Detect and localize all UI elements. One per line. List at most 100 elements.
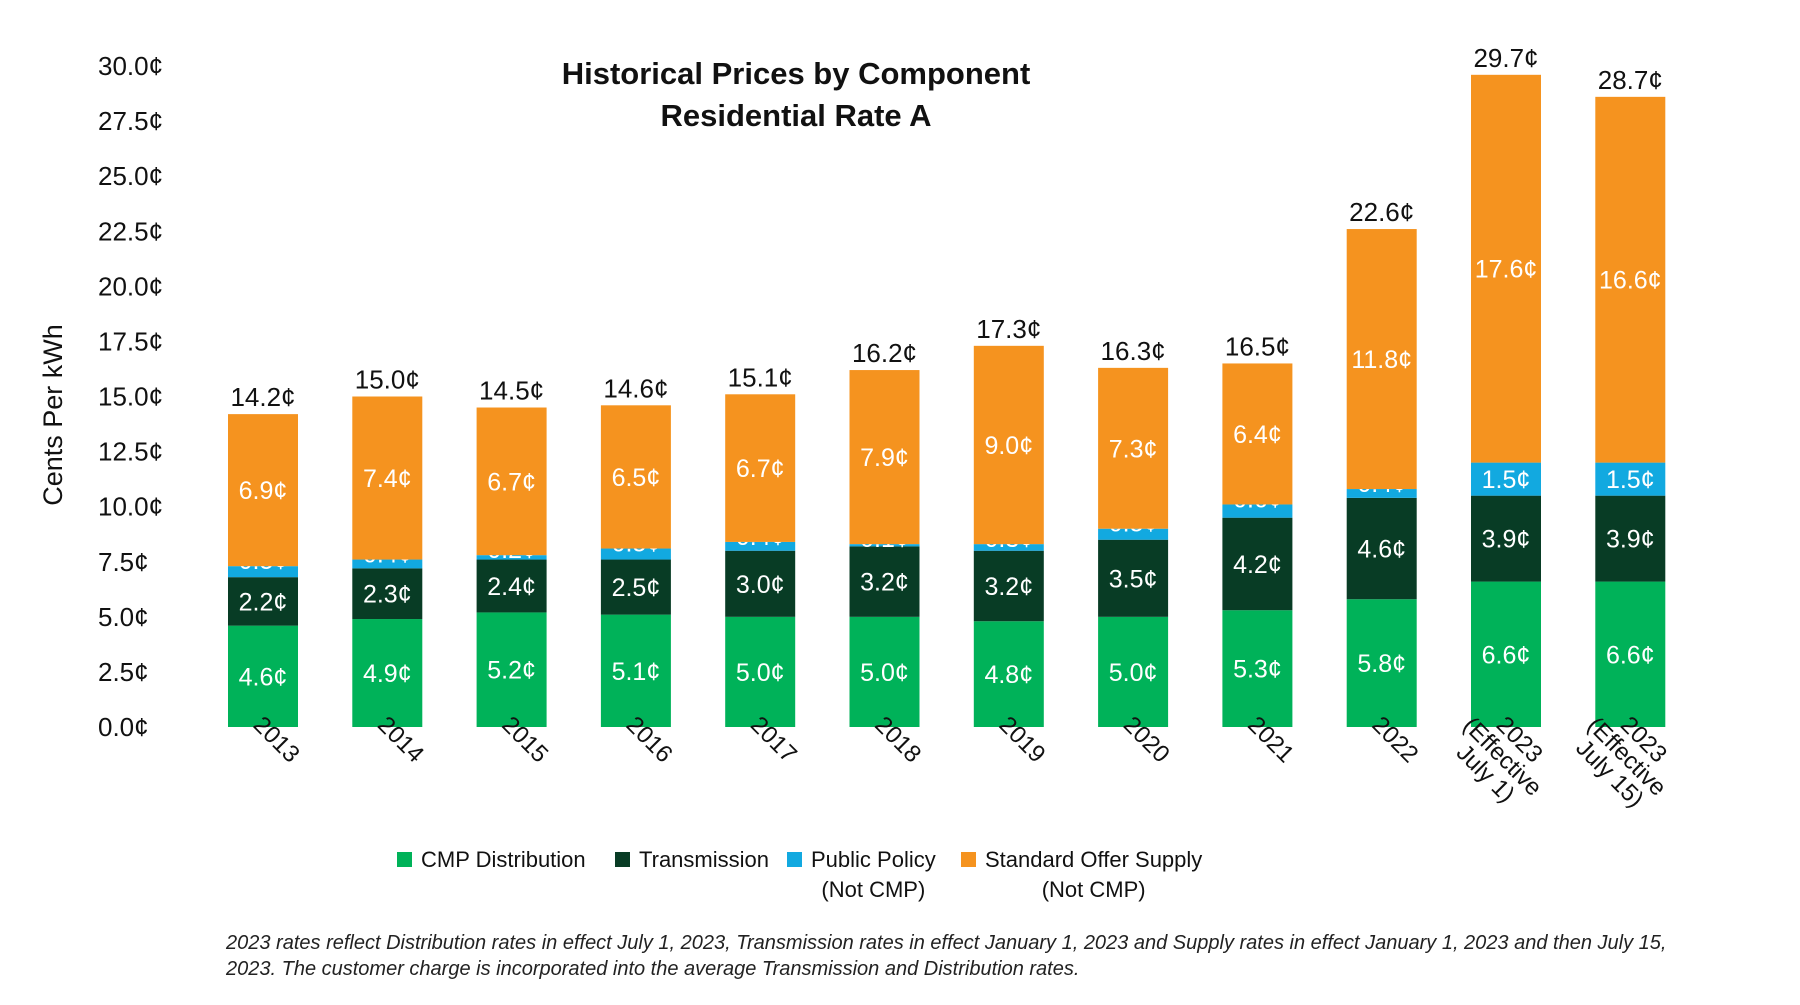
- bar-segment: [1471, 462, 1541, 496]
- bar-segment: [1471, 495, 1541, 582]
- segment-value-label: 6.4¢: [1233, 421, 1282, 449]
- total-value-label: 15.0¢: [355, 365, 420, 395]
- segment-value-label: 5.0¢: [860, 659, 909, 687]
- bar-segment: [1346, 489, 1417, 498]
- bar-segment: [228, 625, 298, 727]
- segment-value-label: 3.9¢: [1606, 526, 1655, 554]
- segment-value-label: 16.6¢: [1599, 267, 1662, 295]
- bar-group: 5.0¢3.2¢0.1¢7.9¢16.2¢: [849, 338, 920, 727]
- bar-segment: [725, 616, 796, 727]
- total-value-label: 17.3¢: [976, 314, 1041, 344]
- segment-value-label: 17.6¢: [1475, 256, 1538, 284]
- total-value-label: 22.6¢: [1349, 197, 1414, 227]
- segment-value-label: 6.9¢: [239, 477, 288, 505]
- footnote: 2023 rates reflect Distribution rates in…: [226, 932, 1667, 980]
- bar-segment: [973, 345, 1044, 545]
- bar-segment: [973, 550, 1044, 622]
- segment-value-label: 7.9¢: [860, 444, 909, 472]
- y-tick-label: 22.5¢: [98, 216, 163, 246]
- bar-segment: [352, 559, 423, 569]
- y-tick-label: 15.0¢: [98, 382, 163, 412]
- total-value-label: 14.2¢: [230, 382, 295, 412]
- bar-group: 4.6¢2.2¢0.5¢6.9¢14.2¢: [228, 382, 298, 727]
- bar-group: 5.2¢2.4¢0.2¢6.7¢14.5¢: [476, 376, 547, 727]
- legend-swatch: [787, 852, 802, 867]
- bar-segment: [1098, 539, 1169, 617]
- chart-title: Historical Prices by Component Residenti…: [562, 56, 1031, 133]
- bar-segment: [600, 559, 671, 615]
- bar-segment: [352, 396, 423, 560]
- bar-segment: [228, 414, 298, 567]
- segment-value-label: 11.8¢: [1351, 346, 1412, 374]
- segment-value-label: 2.5¢: [612, 574, 661, 602]
- y-tick-label: 10.0¢: [98, 492, 163, 522]
- y-tick-label: 2.5¢: [98, 657, 149, 687]
- bar-segment: [600, 614, 671, 727]
- bar-segment: [1098, 528, 1169, 540]
- segment-value-label: 4.2¢: [1233, 551, 1282, 579]
- bar-segment: [725, 550, 796, 617]
- segment-value-label: 6.6¢: [1606, 641, 1655, 669]
- bar-segment: [849, 616, 920, 727]
- legend-item: CMP Distribution: [397, 847, 586, 872]
- total-value-label: 29.7¢: [1473, 43, 1538, 73]
- bar-segment: [476, 407, 547, 556]
- y-tick-label: 12.5¢: [98, 437, 163, 467]
- bar-segment: [476, 612, 547, 727]
- bar-segment: [1595, 581, 1666, 727]
- legend-label: Standard Offer Supply: [985, 847, 1202, 872]
- legend-item: Transmission: [615, 847, 769, 872]
- segment-value-label: 7.3¢: [1109, 435, 1158, 463]
- segment-value-label: 4.6¢: [1357, 536, 1406, 564]
- legend-label-line2: (Not CMP): [1042, 877, 1146, 902]
- y-tick-label: 5.0¢: [98, 602, 149, 632]
- segment-value-label: 5.1¢: [612, 658, 661, 686]
- bar-group: 6.6¢ 3.9¢ 1.5¢ 16.6¢ 28.7¢: [1595, 65, 1666, 727]
- bar-segment: [1346, 497, 1417, 600]
- segment-value-label: 4.8¢: [984, 661, 1033, 689]
- segment-value-label: 5.8¢: [1357, 650, 1406, 678]
- bar-segment: [228, 566, 298, 578]
- y-tick-label: 17.5¢: [98, 326, 163, 356]
- bars: 4.6¢2.2¢0.5¢6.9¢14.2¢4.9¢2.3¢0.4¢7.4¢15.…: [228, 43, 1666, 727]
- bar-segment: [476, 555, 547, 560]
- segment-value-label: 6.7¢: [736, 455, 785, 483]
- bar-group: 5.3¢4.2¢0.6¢6.4¢16.5¢: [1222, 331, 1293, 727]
- segment-value-label: 3.9¢: [1482, 526, 1531, 554]
- legend-item: Public Policy (Not CMP): [787, 847, 936, 902]
- total-value-label: 16.2¢: [852, 338, 917, 368]
- segment-value-label: 7.4¢: [363, 465, 412, 493]
- legend-label: Transmission: [639, 847, 769, 872]
- segment-value-label: 6.5¢: [612, 464, 661, 492]
- bar-group: 5.0¢3.5¢0.5¢7.3¢16.3¢: [1098, 336, 1169, 727]
- bar-segment: [1222, 517, 1293, 611]
- segment-value-label: 3.5¢: [1109, 565, 1158, 593]
- legend: CMP Distribution Transmission Public Polic…: [397, 847, 1202, 902]
- bar-segment: [1222, 610, 1293, 727]
- legend-label-line2: (Not CMP): [821, 877, 925, 902]
- legend-swatch: [961, 852, 976, 867]
- bar-group: 4.8¢3.2¢0.3¢9.0¢17.3¢: [973, 314, 1044, 727]
- segment-value-label: 5.2¢: [487, 657, 536, 685]
- bar-segment: [849, 546, 920, 617]
- segment-value-label: 4.6¢: [239, 663, 288, 691]
- segment-value-label: 9.0¢: [984, 432, 1033, 460]
- segment-value-label: 2.4¢: [487, 573, 536, 601]
- y-tick-label: 0.0¢: [98, 712, 149, 742]
- segment-value-label: 5.3¢: [1233, 656, 1282, 684]
- y-tick-label: 7.5¢: [98, 547, 149, 577]
- bar-segment: [1098, 616, 1169, 727]
- total-value-label: 16.5¢: [1225, 331, 1290, 361]
- bar-segment: [352, 619, 423, 727]
- bar-group: 4.9¢2.3¢0.4¢7.4¢15.0¢: [352, 365, 423, 727]
- segment-value-label: 5.0¢: [1109, 659, 1158, 687]
- bar-segment: [1595, 96, 1666, 463]
- bar-group: 5.8¢4.6¢0.4¢11.8¢22.6¢: [1346, 197, 1417, 727]
- segment-value-label: 2.2¢: [239, 588, 288, 616]
- bar-segment: [725, 394, 796, 542]
- legend-item: Standard Offer Supply (Not CMP): [961, 847, 1202, 902]
- segment-value-label: 3.2¢: [984, 573, 1033, 601]
- bar-segment: [1346, 599, 1417, 727]
- total-value-label: 28.7¢: [1598, 65, 1663, 95]
